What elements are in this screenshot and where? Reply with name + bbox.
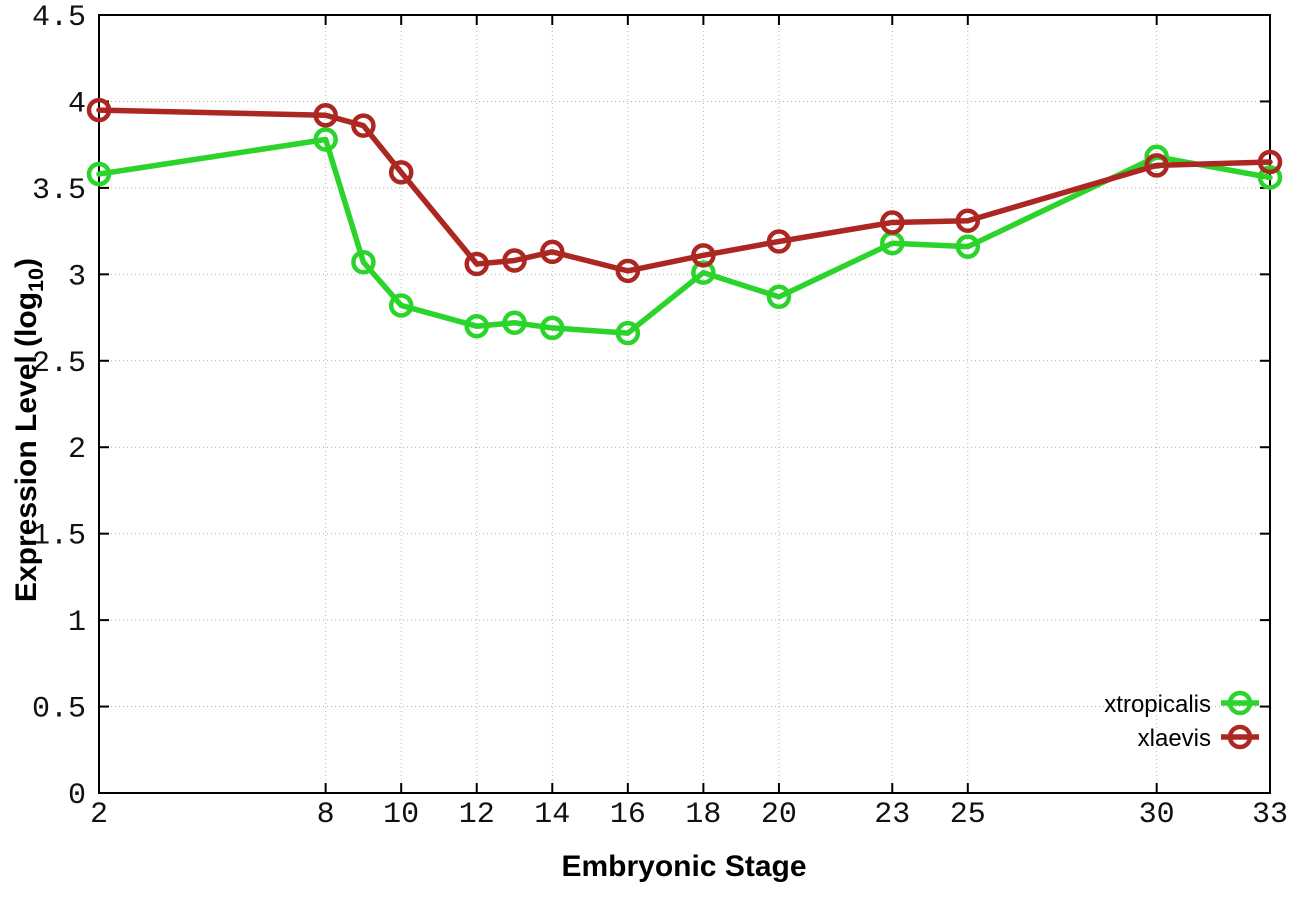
y-tick-label: 4.5 [32,1,86,35]
x-tick-label: 25 [950,798,986,832]
x-tick-label: 33 [1252,798,1288,832]
data-point-xlaevis [351,113,376,138]
x-tick-label: 14 [534,798,570,832]
legend: xtropicalis xlaevis [1104,690,1259,752]
y-tick-label: 0 [68,779,86,813]
x-axis-title: Embryonic Stage [561,850,806,883]
plot-border [98,14,1271,794]
data-point-xtropicalis [615,320,641,346]
data-point-xlaevis [955,208,981,233]
y-tick-label: 2.5 [32,347,86,381]
legend-entry-xlaevis: xlaevis [1138,724,1259,752]
legend-label-xlaevis: xlaevis [1138,725,1211,752]
x-tick-label: 16 [610,798,646,832]
y-axis-title: Expression Level (log10) [10,258,48,602]
data-point-xtropicalis [1257,165,1283,190]
x-tick-label: 30 [1139,798,1175,832]
data-point-xtropicalis [86,161,112,187]
y-tick-label: 2 [68,433,86,467]
data-point-xlaevis [502,248,527,273]
data-point-xlaevis [1257,149,1283,175]
legend-marker-xtropicalis [1221,690,1259,716]
data-point-xlaevis [540,239,565,265]
legend-entry-xtropicalis: xtropicalis [1104,690,1259,718]
data-point-xtropicalis [464,313,489,339]
data-point-xtropicalis [766,284,792,310]
data-point-xlaevis [464,251,489,277]
x-tick-label: 2 [90,798,108,832]
data-point-xtropicalis [691,260,716,285]
x-tick-label: 23 [874,798,910,832]
y-axis-title-main: Expression Level (log [10,292,43,602]
y-tick-label: 3 [68,260,86,294]
data-point-xtropicalis [351,249,376,275]
data-point-xtropicalis [388,293,414,318]
x-tick-label: 10 [383,798,419,832]
data-point-xlaevis [691,243,716,268]
plot-border-layer [98,14,1271,794]
legend-label-xtropicalis: xtropicalis [1104,691,1211,718]
data-point-xtropicalis [540,315,565,341]
y-axis-title-close: ) [10,258,43,268]
data-point-xlaevis [766,229,792,254]
y-tick-label: 1.5 [32,520,86,554]
legend-marker-xlaevis [1221,724,1259,750]
x-tick-label: 8 [317,798,335,832]
y-axis-title-subscript: 10 [23,268,48,292]
y-tick-label: 4 [68,87,86,121]
x-tick-label: 20 [761,798,797,832]
data-point-xlaevis [313,103,338,128]
tick-label-layer: 2 8 10 12 14 16 18 20 23 25 30 33 0 0.5 1 1.5 2 2.5 3 3.5 4 4… [32,1,1288,832]
grid-layer [98,14,1271,794]
data-point-xlaevis [388,160,414,185]
data-point-xlaevis [615,258,641,284]
data-point-xlaevis [1144,153,1169,178]
x-tick-label: 12 [459,798,495,832]
data-point-xtropicalis [313,127,338,152]
series-line-xtropicalis [96,136,1273,336]
data-point-xtropicalis [502,310,527,335]
series-line-xlaevis [96,107,1273,274]
data-point-xlaevis [86,97,112,123]
y-tick-label: 1 [68,606,86,640]
y-tick-label: 0.5 [32,693,86,727]
series-layer [86,97,1283,346]
y-tick-label: 3.5 [32,174,86,208]
data-point-xlaevis [880,210,905,235]
x-tick-label: 18 [685,798,721,832]
data-point-xtropicalis [955,234,981,259]
